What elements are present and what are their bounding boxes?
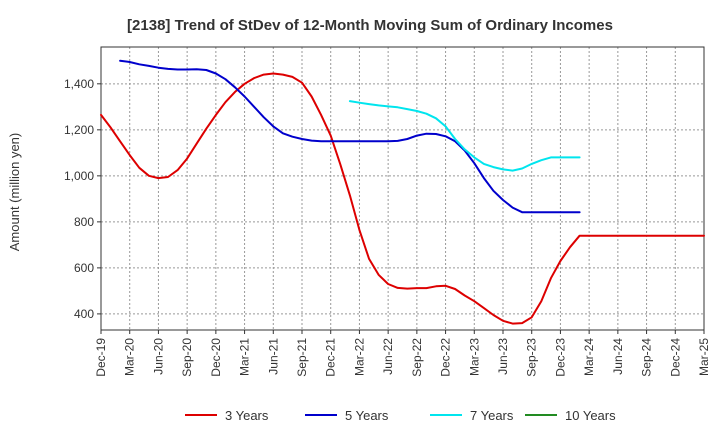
y-tick-label: 1,400	[64, 77, 94, 91]
x-tick-label: Jun-21	[266, 338, 280, 375]
legend: 3 Years 5 Years 7 Years 10 Years	[185, 408, 616, 423]
x-tick-label: Mar-22	[352, 338, 366, 376]
x-tick-label: Sep-22	[410, 338, 424, 377]
y-tick-label: 400	[74, 307, 94, 321]
x-tick-label: Dec-24	[668, 338, 682, 377]
x-tick-label: Jun-20	[151, 338, 165, 375]
y-axis-label: Amount (million yen)	[7, 133, 22, 252]
x-tick-label: Dec-23	[553, 338, 567, 377]
x-tick-label: Jun-24	[611, 338, 625, 375]
plot-frame	[100, 46, 705, 331]
legend-label: 5 Years	[345, 408, 389, 423]
chart-title: [2138] Trend of StDev of 12-Month Moving…	[127, 17, 613, 34]
x-tick-label: Mar-25	[697, 338, 711, 376]
x-tick-label: Dec-22	[439, 338, 453, 377]
grid	[101, 47, 704, 330]
x-tick-label: Mar-21	[238, 338, 252, 376]
legend-label: 7 Years	[470, 408, 514, 423]
axis-layer: 400 600 800 1,000 1,200 1,400 Dec-19 Mar-20 Jun-…	[64, 77, 711, 377]
x-tick-label: Sep-23	[525, 338, 539, 377]
series-line-7-years	[348, 100, 581, 172]
x-tick-label: Mar-24	[582, 338, 596, 376]
x-tick-label: Dec-21	[324, 338, 338, 377]
x-tick-label: Dec-20	[209, 338, 223, 377]
x-tick-label: Sep-20	[180, 338, 194, 377]
series-layer	[100, 59, 705, 325]
series-line-3-years	[100, 72, 705, 325]
x-tick-label: Dec-19	[94, 338, 108, 377]
legend-label: 10 Years	[565, 408, 616, 423]
x-tick-label: Sep-21	[295, 338, 309, 377]
y-tick-label: 600	[74, 261, 94, 275]
x-tick-label: Jun-22	[381, 338, 395, 375]
legend-label: 3 Years	[225, 408, 269, 423]
series-line-5-years	[119, 59, 581, 214]
x-tick-label: Mar-23	[467, 338, 481, 376]
y-tick-label: 800	[74, 215, 94, 229]
y-tick-label: 1,200	[64, 123, 94, 137]
x-tick-label: Jun-23	[496, 338, 510, 375]
y-tick-label: 1,000	[64, 169, 94, 183]
x-tick-label: Mar-20	[123, 338, 137, 376]
x-tick-label: Sep-24	[640, 338, 654, 377]
